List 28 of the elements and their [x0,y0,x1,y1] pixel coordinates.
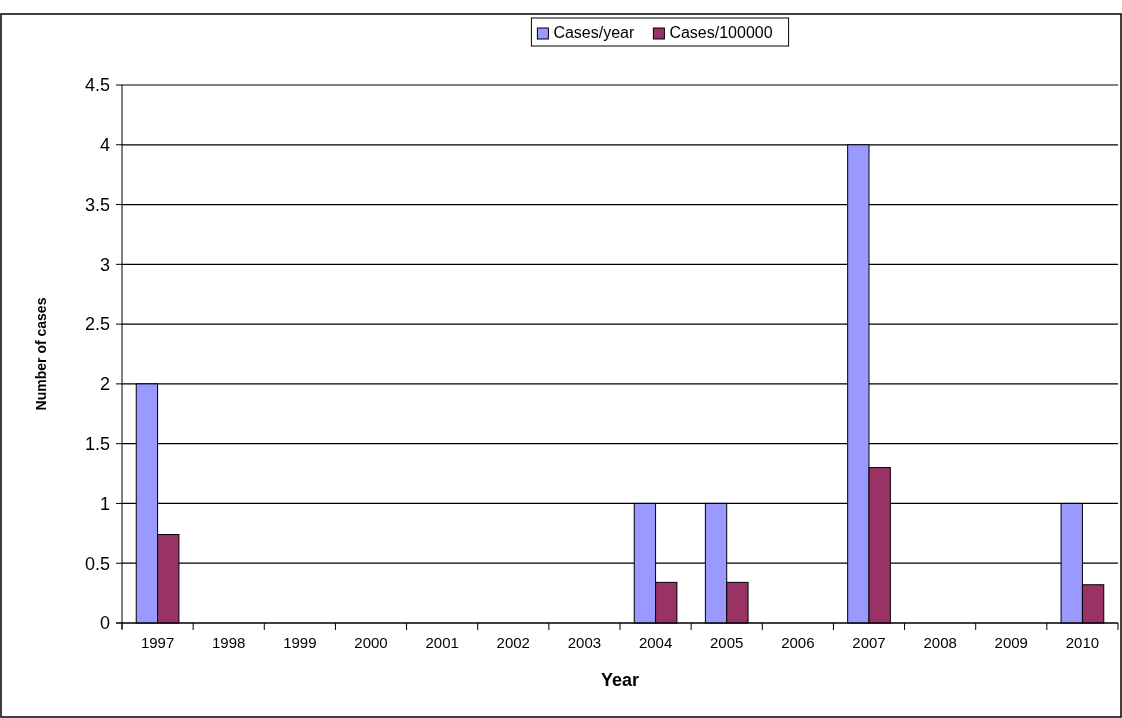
y-tick-label: 2.5 [84,314,110,335]
x-tick-label: 2010 [1065,634,1100,651]
y-tick-label: 1 [99,493,110,514]
y-tick-label: 3 [99,254,110,275]
x-tick-label: 2002 [496,634,530,651]
x-tick-label: 2005 [710,634,744,651]
y-tick-label: 0 [99,613,110,634]
x-tick-label: 1999 [283,634,317,651]
x-tick-label: 2009 [994,634,1028,651]
x-tick-label: 1998 [212,634,246,651]
x-tick-label: 2001 [425,634,459,651]
legend-label: Cases/year [553,24,635,41]
x-tick-label: 2006 [781,634,815,651]
x-tick-label: 2000 [354,634,388,651]
y-tick-label: 3.5 [84,194,110,215]
x-tick-label: 2007 [852,634,886,651]
x-tick-label: 2004 [638,634,673,651]
y-tick-label: 0.5 [84,553,110,574]
y-tick-label: 4.5 [84,75,110,96]
x-axis-title: Year [600,670,640,690]
y-tick-label: 1.5 [84,433,110,454]
legend-label: Cases/100000 [669,24,773,41]
y-tick-label: 2 [99,374,110,395]
y-axis-title: Number of cases [33,297,49,411]
x-tick-label: 2008 [923,634,957,651]
x-tick-label: 1997 [140,634,175,651]
x-tick-label: 2003 [567,634,602,651]
y-tick-label: 4 [99,135,110,156]
